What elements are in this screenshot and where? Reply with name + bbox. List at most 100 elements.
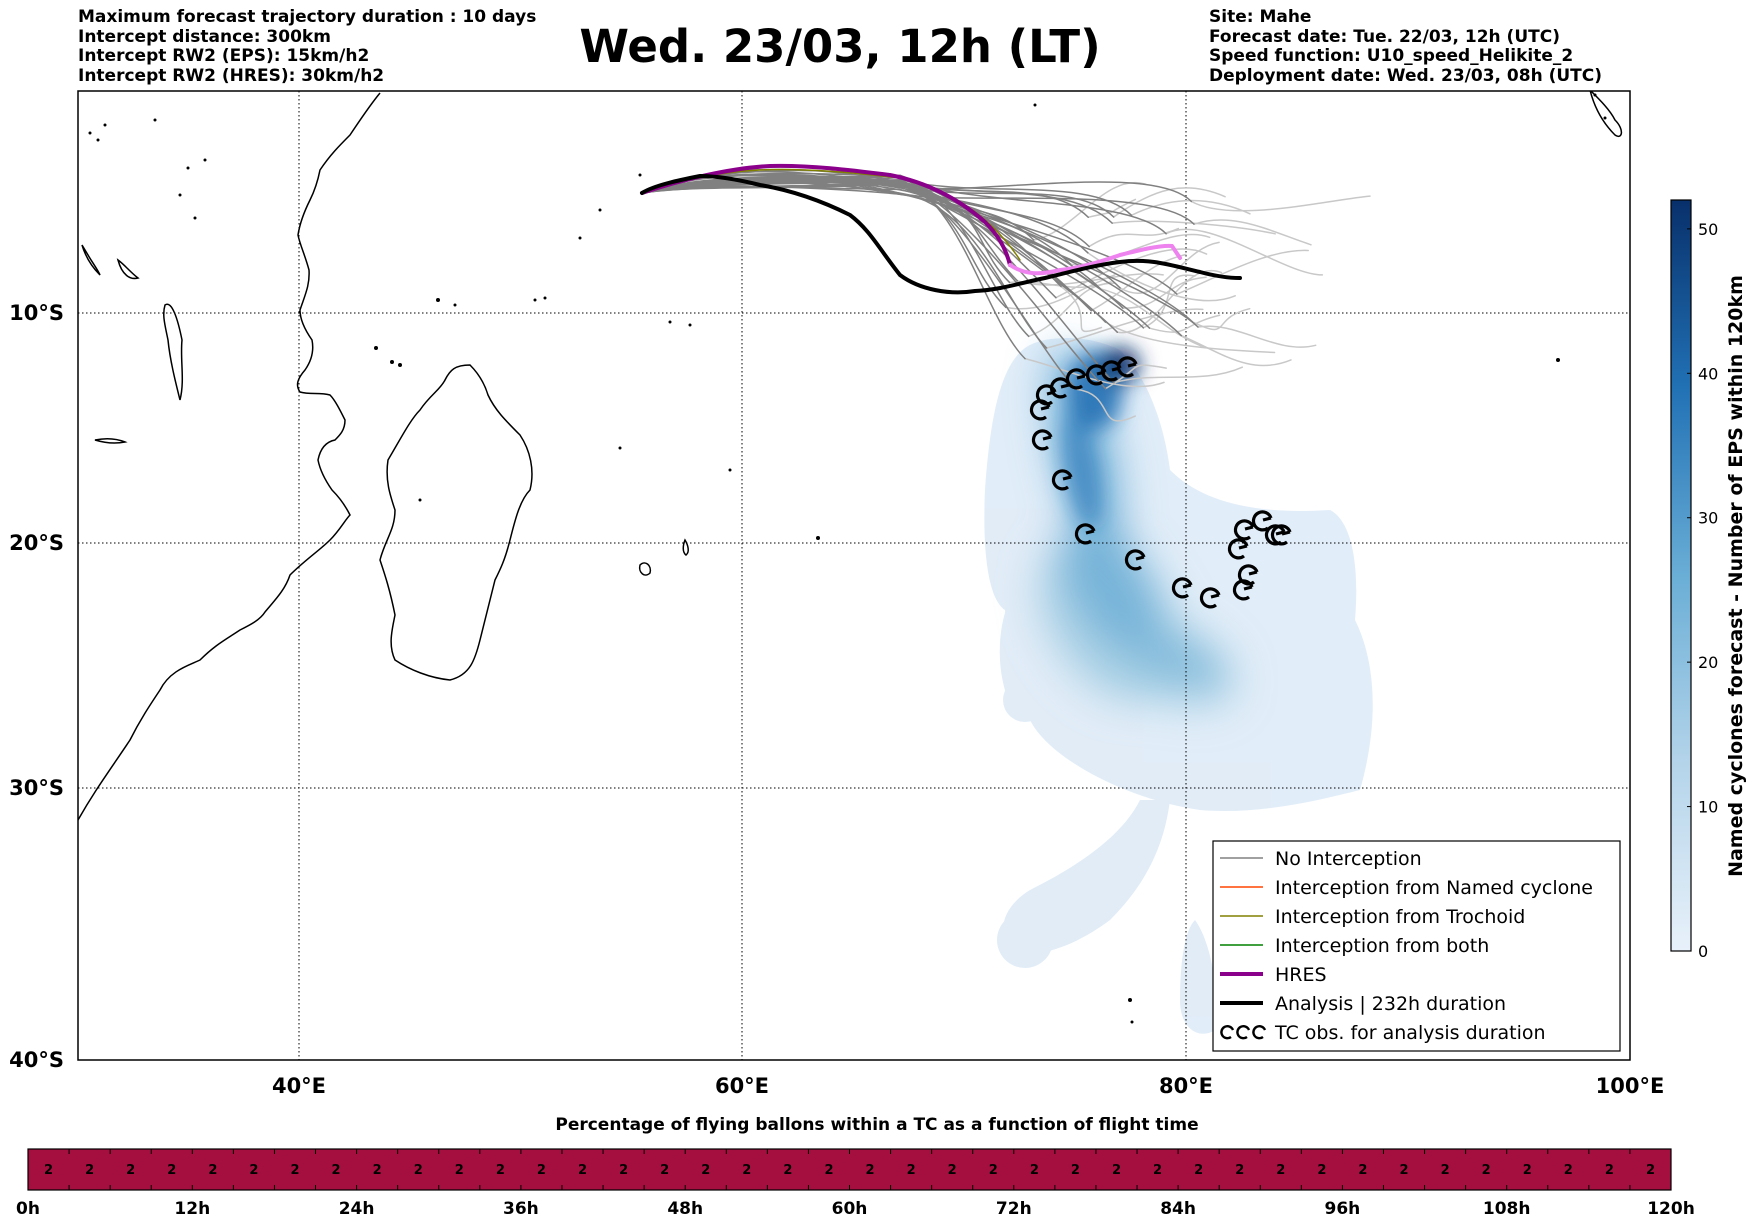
strip-time-label: 12h <box>174 1199 210 1219</box>
strip-cell-value: 2 <box>1235 1163 1244 1178</box>
eps-trajectory-tail <box>1024 357 1165 388</box>
strip-cell-value: 2 <box>1317 1163 1326 1178</box>
analysis-trajectory <box>640 173 1242 295</box>
intercept-eps-text: Intercept RW2 (EPS): 15km/h2 <box>78 46 370 66</box>
tc-obs-icon <box>1124 549 1146 571</box>
strip-cell-value: 2 <box>455 1163 464 1178</box>
tc-obs-icon <box>1199 587 1221 609</box>
time-strip: 2 2 2 2 2 2 2 2 2 2 2 2 2 2 2 2 2 2 2 2 2 2 2 2 2 2 2 2 2 2 2 2 2 2 2 2 2 2 2 2… <box>16 1148 1695 1219</box>
tc-obs-icon <box>1074 523 1096 545</box>
colorbar-tick-label: 20 <box>1698 653 1718 672</box>
tc-obs-icon <box>1252 1025 1267 1040</box>
colorbar-gradient <box>1670 199 1692 952</box>
eps-trajectory-tail <box>1090 253 1187 312</box>
colorbar-tick-label: 10 <box>1698 798 1718 817</box>
header-left-info: Maximum forecast trajectory duration : 1… <box>78 7 537 86</box>
lon-tick-label: 40°E <box>272 1074 326 1098</box>
gridlines <box>78 91 1630 1060</box>
strip-cell-value: 2 <box>85 1163 94 1178</box>
eps-trajectory <box>641 175 1107 390</box>
strip-cell-value: 2 <box>1194 1163 1203 1178</box>
strip-cell-value: 2 <box>1276 1163 1285 1178</box>
eps-trajectory-tail <box>1113 366 1244 384</box>
time-strip-bar <box>27 1148 1672 1191</box>
deployment-date-text: Deployment date: Wed. 23/03, 08h (UTC) <box>1209 65 1603 86</box>
tc-observations <box>1029 356 1292 609</box>
legend-label: Interception from Named cyclone <box>1275 877 1593 899</box>
eps-trajectory-tail <box>1176 249 1309 295</box>
eps-trajectory-tail <box>1193 219 1312 246</box>
strip-cell-value: 2 <box>907 1163 916 1178</box>
strip-time-label: 60h <box>832 1199 868 1219</box>
legend: No Interception Interception from Named c… <box>1212 840 1621 1052</box>
axis-labels: 40°E 60°E 80°E 100°E 10°S 20°S 30°S 40°S <box>9 301 1664 1098</box>
eps-trajectory-tail <box>1104 321 1276 354</box>
lon-tick-label: 100°E <box>1596 1074 1665 1098</box>
cyclone-density-field <box>984 338 1373 1034</box>
strip-cell-value: 2 <box>1112 1163 1121 1178</box>
strip-cell-value: 2 <box>167 1163 176 1178</box>
eps-trajectory-tail <box>1165 228 1324 276</box>
tc-obs-icon <box>1171 577 1193 599</box>
page-title: Wed. 23/03, 12h (LT) <box>579 20 1101 73</box>
strip-cell-value: 2 <box>126 1163 135 1178</box>
strip-time-label: 120h <box>1647 1199 1695 1219</box>
strip-cell-value: 2 <box>332 1163 341 1178</box>
lat-tick-label: 30°S <box>9 776 64 800</box>
tc-obs-icon <box>1051 469 1073 491</box>
colorbar-label: Named cyclones forecast - Number of EPS … <box>1725 275 1747 877</box>
strip-cell-value: 2 <box>1071 1163 1080 1178</box>
small-islands <box>88 93 1607 1024</box>
hres-trajectory <box>640 163 1012 267</box>
lat-tick-label: 10°S <box>9 301 64 325</box>
colorbar-tick-label: 0 <box>1698 942 1708 961</box>
legend-label: HRES <box>1275 964 1327 986</box>
legend-box <box>1212 840 1621 1052</box>
lon-tick-label: 80°E <box>1159 1074 1213 1098</box>
legend-label: TC obs. for analysis duration <box>1274 1022 1546 1044</box>
eps-trajectory <box>641 182 1078 390</box>
strip-time-label: 36h <box>503 1199 539 1219</box>
tc-obs-icon <box>1233 519 1255 541</box>
eps-trajectory-tail <box>1045 308 1204 349</box>
strip-cell-value: 2 <box>537 1163 546 1178</box>
strip-cell-value: 2 <box>496 1163 505 1178</box>
eps-trajectory-tail <box>1180 334 1292 367</box>
map-frame <box>77 90 1631 1061</box>
strip-cell-value: 2 <box>989 1163 998 1178</box>
legend-label: Interception from both <box>1275 935 1489 957</box>
tc-obs-icon <box>1227 538 1249 560</box>
legend-label: Analysis | 232h duration <box>1275 993 1506 1015</box>
header-right-info: Site: Mahe Forecast date: Tue. 22/03, 12… <box>1209 7 1603 86</box>
strip-cell-value: 2 <box>44 1163 53 1178</box>
intercept-hres-text: Intercept RW2 (HRES): 30km/h2 <box>78 65 385 86</box>
trajectories <box>640 163 1371 422</box>
legend-label: Interception from Trochoid <box>1275 906 1525 928</box>
eps-trajectory-tail <box>1190 195 1371 212</box>
tc-obs-icon <box>1049 377 1071 399</box>
lon-tick-label: 60°E <box>715 1074 769 1098</box>
tc-obs-icon <box>1220 1025 1235 1040</box>
colorbar-tick-label: 50 <box>1698 220 1718 239</box>
strip-time-label: 24h <box>339 1199 375 1219</box>
eps-trajectory <box>641 179 1124 309</box>
forecast-date-text: Forecast date: Tue. 22/03, 12h (UTC) <box>1209 26 1560 47</box>
strip-cell-value: 2 <box>948 1163 957 1178</box>
max-duration-text: Maximum forecast trajectory duration : 1… <box>78 7 537 27</box>
eps-trajectory-tail <box>1116 269 1223 334</box>
eps-trajectories <box>641 168 1199 390</box>
strip-cell-value: 2 <box>1564 1163 1573 1178</box>
eps-trajectory-tail <box>1197 325 1317 348</box>
strip-cell-value: 2 <box>578 1163 587 1178</box>
colorbar: 0 10 20 30 40 50 Named cyclones forecast - Nu… <box>1670 199 1747 961</box>
strip-cell-value: 2 <box>1399 1163 1408 1178</box>
colorbar-tick-label: 30 <box>1698 509 1718 528</box>
strip-cell-value: 2 <box>208 1163 217 1178</box>
eps-trajectory-tail <box>1142 274 1196 329</box>
strip-cell-value: 2 <box>619 1163 628 1178</box>
intercept-distance-text: Intercept distance: 300km <box>78 26 331 47</box>
tc-obs-icon <box>1065 368 1087 390</box>
eps-trajectory-tail <box>1119 241 1220 295</box>
coastlines <box>78 91 1623 821</box>
